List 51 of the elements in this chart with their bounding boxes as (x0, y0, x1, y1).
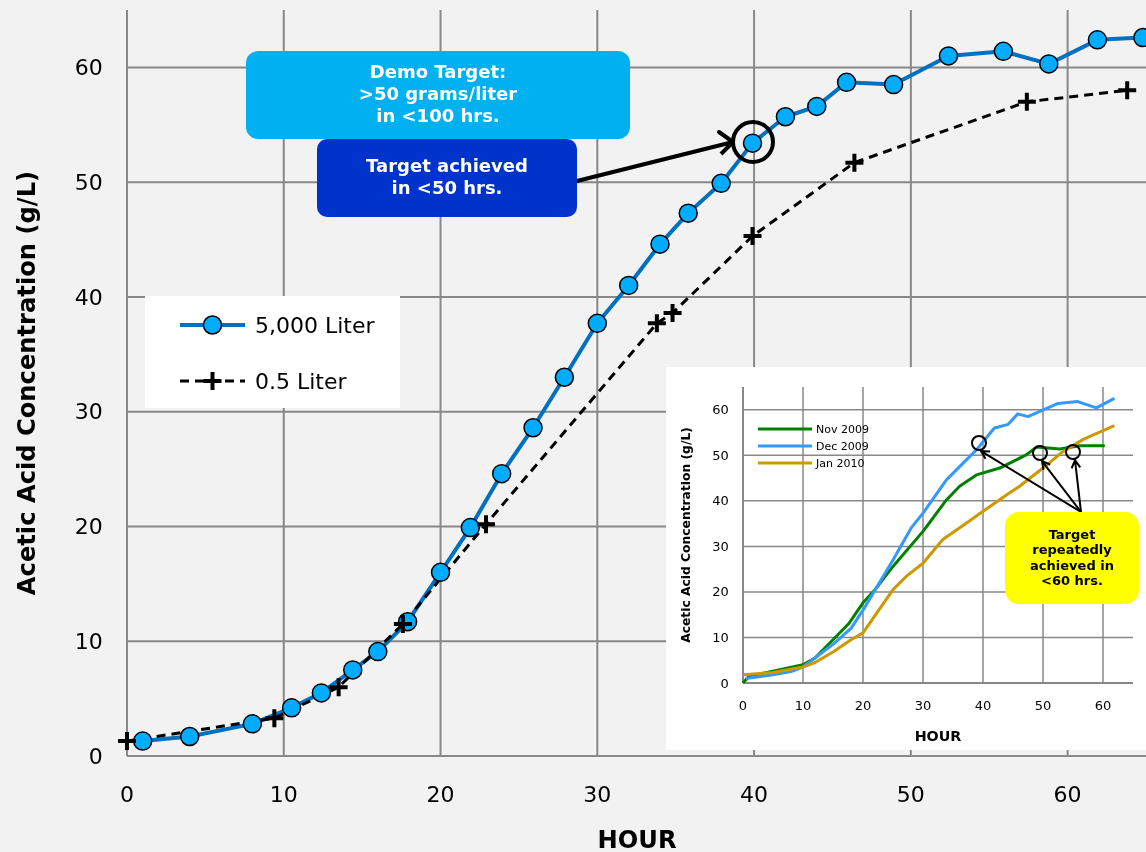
point (645, 312, 668, 335)
y-axis-title: Acetic Acid Concentration (g/L) (13, 170, 41, 596)
point (475, 513, 497, 536)
point (741, 225, 764, 248)
x-tick-label: 0 (120, 782, 134, 808)
legend-label: 5,000 Liter (255, 312, 376, 338)
y-tick-label: 60 (74, 55, 103, 81)
x-tick-label: 0 (738, 698, 748, 714)
y-tick-label: 20 (74, 514, 103, 540)
y-axis-title: Acetic Acid Concentration (g/L) (679, 427, 693, 643)
y-tick-label: 40 (712, 493, 729, 509)
x-tick-label: 40 (974, 698, 992, 714)
x-axis-title: HOUR (597, 826, 677, 852)
x-tick-label: 60 (1053, 782, 1082, 808)
x-tick-label: 10 (269, 782, 298, 808)
y-tick-label: 30 (712, 538, 729, 554)
x-tick-label: 10 (794, 698, 812, 714)
y-tick-label: 30 (74, 399, 103, 425)
x-tick-label: 40 (740, 782, 769, 808)
y-tick-label: 0 (88, 743, 103, 769)
y-tick-label: 20 (712, 584, 729, 600)
point (391, 613, 414, 636)
y-tick-label: 10 (712, 630, 729, 646)
annotation: Demo Target: >50 grams/liter in <100 hrs. (358, 61, 518, 126)
x-tick-label: 20 (426, 782, 455, 808)
y-tick-label: 10 (74, 628, 103, 654)
annotation: Target achieved in <50 hrs. (366, 155, 528, 198)
x-tick-label: 30 (583, 782, 612, 808)
point (1015, 90, 1038, 113)
y-tick-label: 50 (74, 169, 103, 195)
x-tick-label: 20 (854, 698, 872, 714)
point (263, 707, 286, 730)
y-tick-label: 60 (712, 402, 729, 418)
y-tick-label: 50 (712, 447, 729, 463)
point (661, 301, 684, 324)
x-tick-label: 60 (1094, 698, 1112, 714)
x-tick-label: 50 (1034, 698, 1052, 714)
x-axis-title: HOUR (914, 728, 962, 744)
legend-label: Dec 2009 (816, 439, 869, 453)
x-tick-label: 30 (914, 698, 932, 714)
legend-label: Nov 2009 (816, 422, 869, 436)
y-tick-label: 0 (720, 675, 729, 691)
point (327, 676, 350, 699)
point (116, 730, 138, 753)
x-tick-label: 50 (896, 782, 925, 808)
y-tick-label: 40 (74, 284, 103, 310)
annotation: Target repeatedly achieved in <60 hrs. (1030, 526, 1114, 588)
point (843, 151, 866, 174)
point (1116, 79, 1139, 102)
legend-label: 0.5 Liter (255, 368, 348, 394)
legend-label: Jan 2010 (815, 456, 865, 470)
